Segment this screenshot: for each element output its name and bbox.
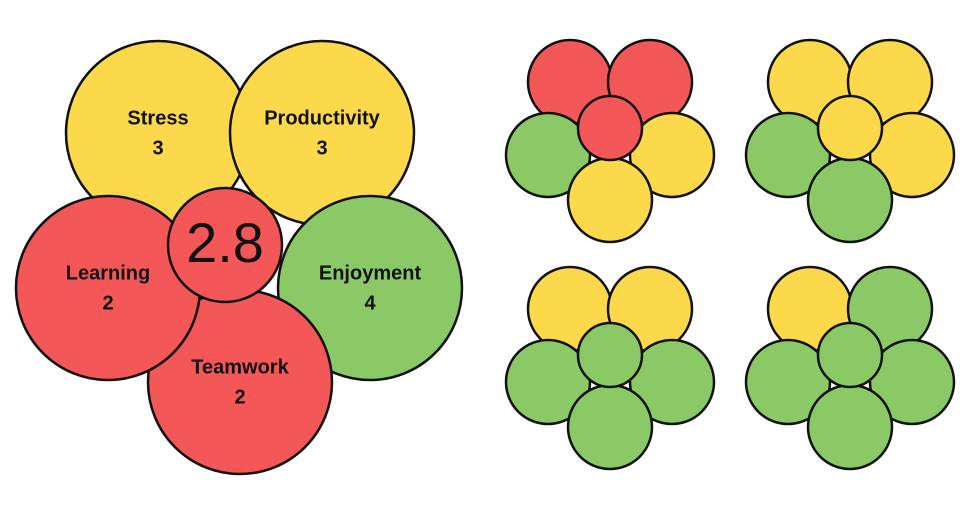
petal (504, 338, 592, 426)
petal-value: 2 (234, 386, 245, 408)
petal (276, 194, 464, 382)
center-value: 2.8 (186, 211, 264, 274)
petal-label: Learning (66, 262, 150, 284)
petal (806, 156, 894, 244)
petal (744, 111, 832, 199)
petal-value: 4 (364, 292, 376, 314)
small-flower (504, 38, 716, 244)
center (166, 186, 284, 304)
small-flower (744, 265, 956, 471)
petal (566, 156, 654, 244)
small-flower (744, 38, 956, 244)
petal-label: Teamwork (191, 356, 289, 378)
petal-value: 3 (152, 137, 163, 159)
small-flower (504, 265, 716, 471)
petal (504, 111, 592, 199)
center (816, 94, 884, 162)
petal-label: Productivity (264, 107, 380, 129)
petal-value: 3 (316, 137, 327, 159)
petal (566, 383, 654, 471)
petal (628, 338, 716, 426)
petal (806, 383, 894, 471)
petal (628, 111, 716, 199)
petal (744, 338, 832, 426)
center (576, 321, 644, 389)
center (576, 94, 644, 162)
main-flower: Stress 3 Productivity 3 Enjoyment 4 Teamwork 2 L… (14, 39, 464, 476)
petal (868, 338, 956, 426)
petal-label: Enjoyment (319, 262, 422, 284)
petal-label: Stress (127, 107, 188, 129)
center (816, 321, 884, 389)
petal-value: 2 (102, 292, 113, 314)
petal (868, 111, 956, 199)
